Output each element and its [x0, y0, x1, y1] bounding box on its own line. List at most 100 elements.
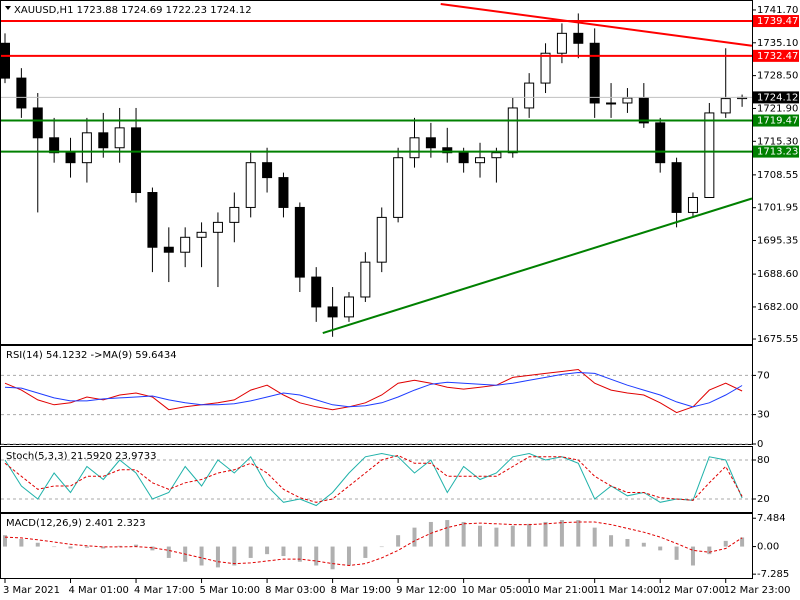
candle-body	[687, 196, 698, 213]
x-tick-label: 5 Mar 10:00	[200, 585, 260, 596]
candle-body	[229, 206, 240, 223]
y-tick-label: 1688.60	[757, 269, 798, 280]
candle-body	[524, 82, 535, 109]
histogram-bar	[396, 535, 401, 547]
candle-body	[278, 177, 289, 208]
main-panel	[0, 0, 753, 345]
candle-body	[49, 137, 60, 154]
y-tick-label: 0	[757, 439, 763, 450]
x-tick-label: 12 Mar 23:00	[724, 585, 791, 596]
candle-body	[65, 152, 76, 164]
histogram-bar	[658, 546, 663, 551]
candle-body	[376, 216, 387, 263]
candle-body	[81, 132, 92, 164]
histogram-bar	[461, 521, 466, 547]
rsi-panel	[0, 345, 753, 445]
histogram-bar	[543, 521, 548, 547]
y-tick-label: 1695.35	[757, 236, 798, 247]
candle-body	[163, 246, 174, 253]
histogram-bar	[215, 546, 220, 568]
y-tick-label: 1675.55	[757, 334, 798, 345]
level-label: 1732.47	[757, 51, 798, 62]
candle-body	[655, 122, 666, 164]
histogram-bar	[166, 546, 171, 558]
candle-body	[671, 162, 682, 213]
histogram-bar	[674, 546, 679, 560]
candle-body	[294, 206, 305, 278]
y-tick-label: 30	[757, 410, 770, 421]
candle-body	[131, 127, 142, 194]
candle-body	[409, 137, 420, 159]
level-label-bg	[753, 114, 799, 127]
histogram-bar	[281, 546, 286, 557]
candle-body	[147, 192, 158, 248]
histogram-bar	[3, 535, 7, 547]
histogram-bar	[150, 546, 155, 551]
candle-body	[458, 152, 469, 164]
histogram-bar	[527, 523, 532, 547]
candle-body	[475, 157, 486, 164]
stoch-panel	[0, 446, 753, 513]
histogram-bar	[690, 546, 695, 566]
candle-body	[262, 162, 273, 179]
histogram-bar	[199, 546, 204, 566]
indicator-line	[4, 368, 743, 414]
x-tick-label: 11 Mar 14:00	[593, 585, 660, 596]
histogram-bar	[740, 537, 745, 547]
candle-body	[507, 107, 518, 154]
histogram-bar	[559, 520, 564, 547]
histogram-bar	[52, 546, 57, 548]
candle-body	[16, 77, 27, 109]
histogram-bar	[330, 546, 335, 570]
x-tick-label: 10 Mar 05:00	[462, 585, 529, 596]
indicator-line	[4, 521, 743, 567]
y-tick-label: 1708.55	[757, 170, 798, 181]
symbol-icon	[5, 6, 11, 10]
histogram-bar	[445, 520, 450, 547]
level-label: 1713.23	[757, 147, 798, 158]
histogram-bar	[232, 546, 237, 566]
y-tick-label: 1682.00	[757, 302, 798, 313]
candle-body	[556, 32, 567, 54]
x-tick-label: 10 Mar 21:00	[527, 585, 594, 596]
y-tick-label: 7.484	[757, 513, 786, 524]
y-tick-label: -7.285	[757, 569, 789, 580]
indicator-line	[4, 454, 743, 503]
candle-body	[638, 97, 649, 124]
x-tick-label: 8 Mar 19:00	[331, 585, 391, 596]
histogram-bar	[19, 538, 24, 547]
histogram-bar	[314, 546, 319, 566]
histogram-bar	[265, 546, 270, 555]
histogram-bar	[101, 546, 106, 549]
histogram-bar	[379, 546, 384, 548]
current-price-label: 1724.12	[757, 92, 798, 103]
panel-title: XAUUSD,H1 1723.88 1724.69 1722.23 1724.1…	[14, 5, 252, 16]
level-label-bg	[753, 15, 799, 28]
trend-line	[322, 197, 753, 335]
x-tick-label: 12 Mar 07:00	[658, 585, 725, 596]
level-label-bg	[753, 49, 799, 62]
indicator-line	[4, 452, 743, 507]
trend-line	[440, 2, 753, 47]
candle-body	[311, 276, 322, 308]
candle-body	[442, 147, 453, 154]
candle-body	[540, 52, 551, 84]
level-label: 1719.47	[757, 116, 798, 127]
candle-body	[98, 132, 109, 149]
y-tick-label: 1728.50	[757, 71, 798, 82]
candle-body	[32, 107, 43, 139]
y-tick-label: 80	[757, 455, 770, 466]
histogram-bar	[609, 535, 614, 547]
y-tick-label: 70	[757, 370, 770, 381]
candle-body	[606, 102, 617, 105]
candle-body	[212, 221, 223, 233]
histogram-bar	[117, 545, 122, 547]
histogram-bar	[625, 538, 630, 547]
level-label: 1739.47	[757, 16, 798, 27]
candle-body	[393, 157, 404, 218]
panel-title: RSI(14) 54.1232 ->MA(9) 59.6434	[6, 350, 177, 361]
histogram-bar	[723, 540, 728, 547]
histogram-bar	[510, 525, 515, 547]
candle-body	[573, 32, 584, 44]
candle-body	[720, 98, 731, 114]
